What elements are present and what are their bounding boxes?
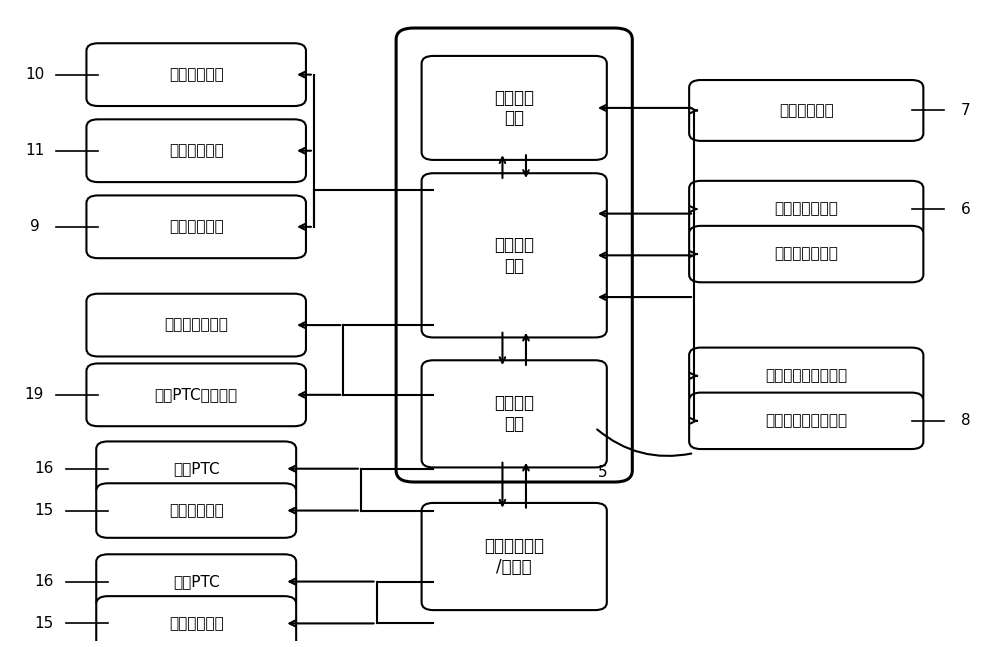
FancyBboxPatch shape [96,483,296,538]
Text: 预制舱温度数据: 预制舱温度数据 [774,202,838,217]
Text: 16: 16 [35,461,54,476]
FancyBboxPatch shape [86,195,306,258]
Text: 电芯温度数据: 电芯温度数据 [779,103,834,118]
Text: 15: 15 [35,503,54,518]
FancyBboxPatch shape [86,43,306,106]
Text: 16: 16 [35,574,54,589]
Text: 11: 11 [25,143,44,159]
Text: 8: 8 [961,413,970,428]
Text: 各管路上电磁阀: 各管路上电磁阀 [164,318,228,333]
Text: 数据上传
单元: 数据上传 单元 [494,395,534,433]
Text: 15: 15 [35,616,54,631]
Text: 19: 19 [25,388,44,402]
Text: 加热PTC: 加热PTC [173,461,220,476]
FancyBboxPatch shape [422,56,607,160]
FancyBboxPatch shape [86,364,306,426]
FancyBboxPatch shape [86,294,306,356]
Text: 外部数据平台
/云平台: 外部数据平台 /云平台 [484,537,544,576]
Text: 空调水冷机组: 空调水冷机组 [169,67,224,82]
FancyBboxPatch shape [86,119,306,182]
FancyBboxPatch shape [396,28,632,482]
Text: 预制舱湿度数据: 预制舱湿度数据 [774,247,838,261]
Text: 系统控制
单元: 系统控制 单元 [494,236,534,275]
FancyBboxPatch shape [96,554,296,609]
FancyBboxPatch shape [689,181,923,237]
FancyBboxPatch shape [422,173,607,338]
Text: 空调末端设备: 空调末端设备 [169,503,224,518]
Text: 6: 6 [961,202,970,217]
FancyBboxPatch shape [689,393,923,449]
FancyBboxPatch shape [422,503,607,610]
FancyBboxPatch shape [689,347,923,404]
Text: 数据采集
单元: 数据采集 单元 [494,89,534,127]
Text: 电器设备舱湿度数据: 电器设备舱湿度数据 [765,413,847,428]
Text: 加热PTC: 加热PTC [173,574,220,589]
Text: 10: 10 [25,67,44,82]
Text: 5: 5 [598,465,608,480]
FancyBboxPatch shape [96,441,296,496]
Text: 9: 9 [30,219,39,234]
FancyBboxPatch shape [689,226,923,282]
FancyBboxPatch shape [422,360,607,467]
Text: 电器设备舱温度数据: 电器设备舱温度数据 [765,368,847,383]
Text: 电池PTC加热模块: 电池PTC加热模块 [155,388,238,402]
Text: 7: 7 [961,103,970,118]
FancyBboxPatch shape [689,80,923,141]
FancyBboxPatch shape [96,596,296,647]
Text: 风冷散热模块: 风冷散热模块 [169,143,224,159]
Text: 空调末端设备: 空调末端设备 [169,616,224,631]
Text: 液体循环水泵: 液体循环水泵 [169,219,224,234]
